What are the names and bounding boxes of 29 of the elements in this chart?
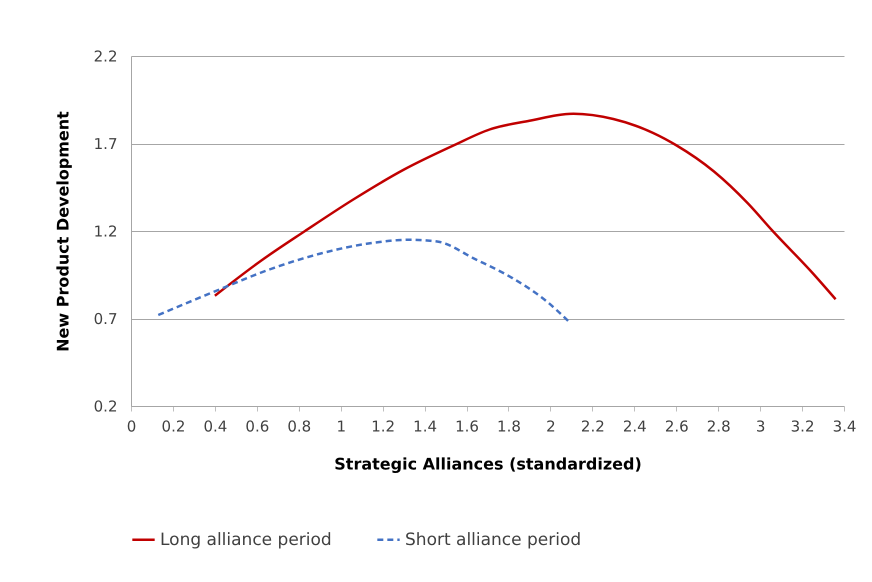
x-tick-label: 1 xyxy=(336,418,346,436)
y-tick-label: 1.7 xyxy=(94,135,118,153)
x-tick-label: 3 xyxy=(756,418,766,436)
y-tick-label: 1.2 xyxy=(94,222,118,240)
x-tick-label: 1.2 xyxy=(371,418,396,436)
x-tick-label: 0.4 xyxy=(203,418,228,436)
line-series xyxy=(214,112,837,300)
x-tick-label: 1.8 xyxy=(497,418,521,436)
x-tick-label: 3.4 xyxy=(832,418,856,436)
x-tick-label: 0.2 xyxy=(162,418,186,436)
x-tick-label: 0.6 xyxy=(245,418,270,436)
y-axis-title: New Product Development xyxy=(54,110,73,352)
legend-label: Long alliance period xyxy=(160,530,332,550)
x-tick-label: 1.6 xyxy=(455,418,479,436)
x-tick-label: 0.8 xyxy=(287,418,312,436)
x-tick-label: 0 xyxy=(126,418,136,436)
x-tick-label: 2.4 xyxy=(622,418,647,436)
x-axis-title: Strategic Alliances (standardized) xyxy=(334,454,642,474)
x-tick-label: 2 xyxy=(546,418,556,436)
line-series xyxy=(157,238,571,324)
x-tick-label: 2.6 xyxy=(664,418,689,436)
y-tick-label: 2.2 xyxy=(94,48,118,66)
legend-label: Short alliance period xyxy=(405,530,582,550)
x-tick-label: 1.4 xyxy=(413,418,438,436)
x-tick-label: 3.2 xyxy=(790,418,814,436)
y-tick-label: 0.7 xyxy=(94,310,118,328)
x-tick-label: 2.2 xyxy=(580,418,605,436)
y-tick-label: 0.2 xyxy=(94,398,118,416)
x-tick-label: 2.8 xyxy=(706,418,731,436)
